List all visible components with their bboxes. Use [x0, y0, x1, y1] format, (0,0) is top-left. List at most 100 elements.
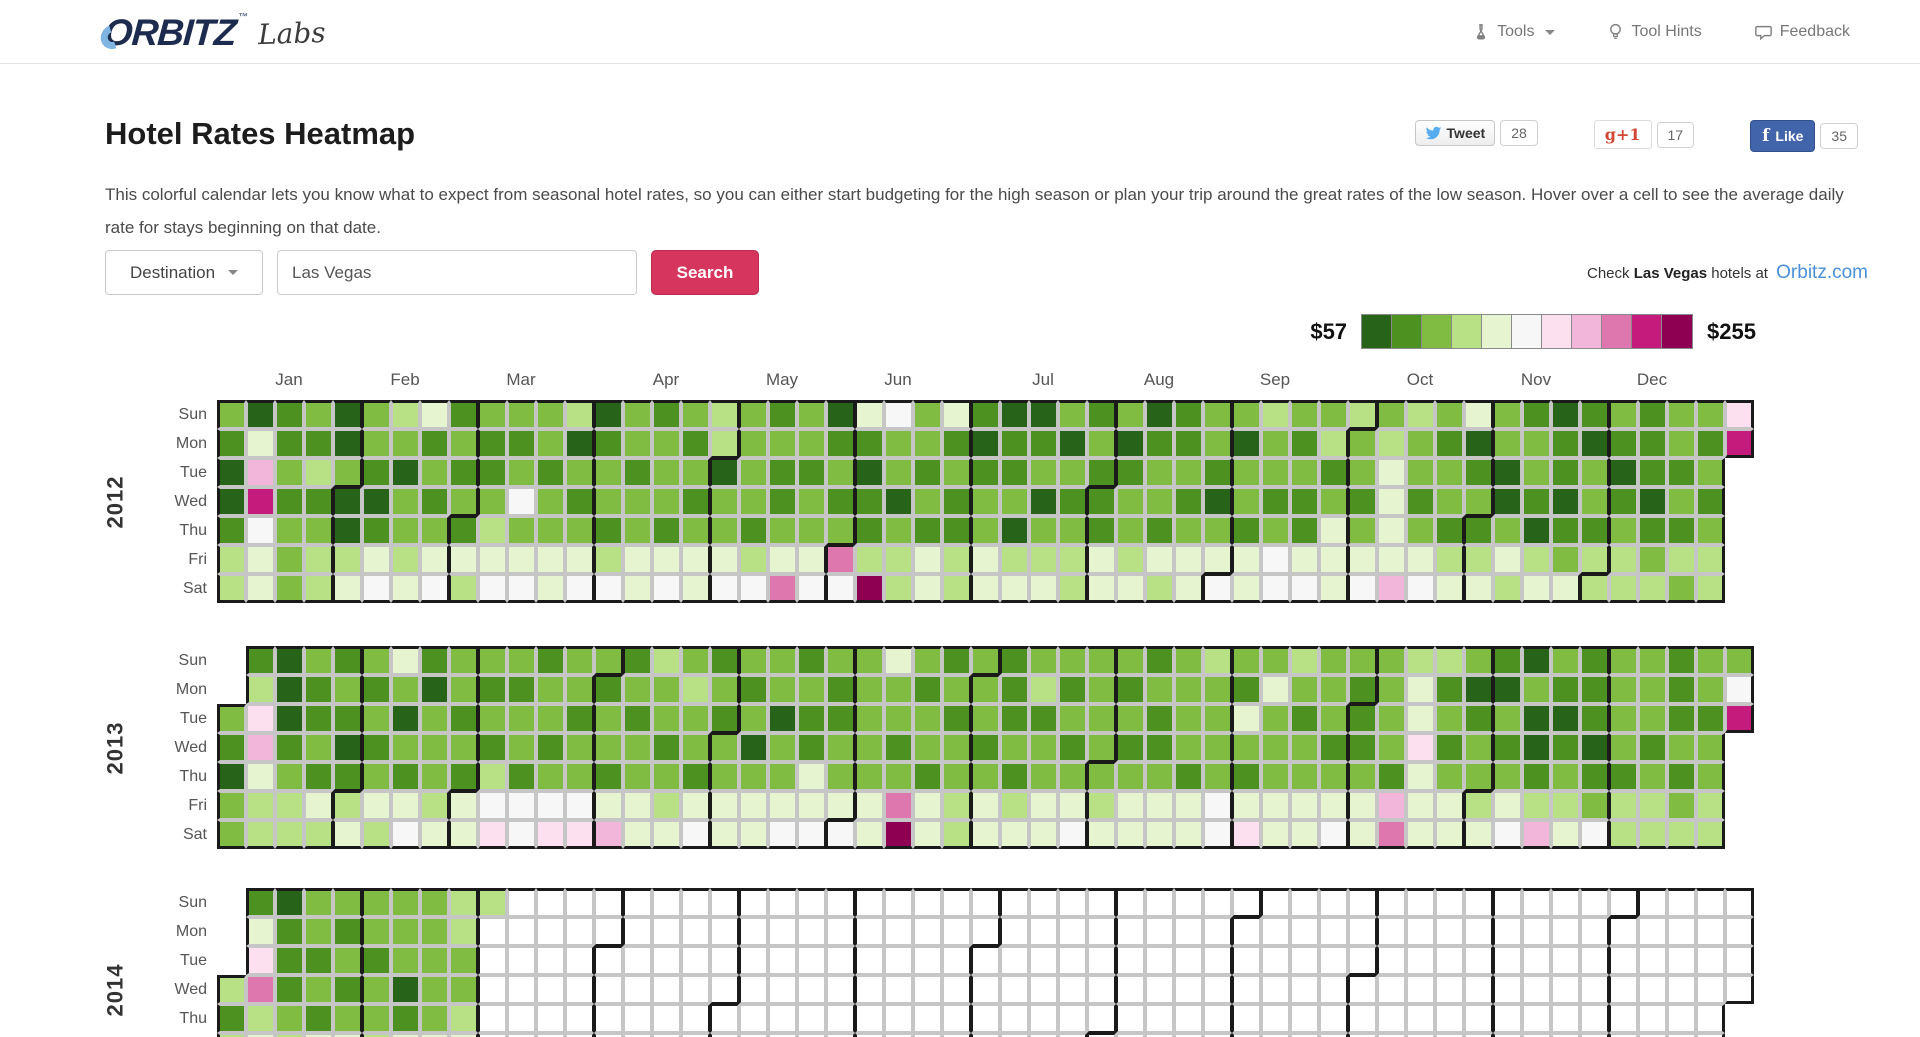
- heatmap-cell[interactable]: [1435, 733, 1464, 762]
- heatmap-cell[interactable]: [1319, 545, 1348, 574]
- heatmap-cell[interactable]: [681, 820, 710, 849]
- heatmap-cell[interactable]: [275, 704, 304, 733]
- heatmap-cell[interactable]: [1087, 704, 1116, 733]
- heatmap-cell[interactable]: [1029, 545, 1058, 574]
- heatmap-cell[interactable]: [1174, 791, 1203, 820]
- heatmap-cell[interactable]: [1203, 791, 1232, 820]
- heatmap-cell[interactable]: [884, 791, 913, 820]
- heatmap-cell[interactable]: [1464, 704, 1493, 733]
- heatmap-cell[interactable]: [391, 1033, 420, 1037]
- heatmap-cell[interactable]: [1145, 733, 1174, 762]
- heatmap-cell[interactable]: [217, 762, 246, 791]
- heatmap-cell[interactable]: [1261, 487, 1290, 516]
- heatmap-cell[interactable]: [1203, 1033, 1232, 1037]
- heatmap-cell[interactable]: [333, 975, 362, 1004]
- heatmap-cell[interactable]: [1319, 646, 1348, 675]
- heatmap-cell[interactable]: [1580, 458, 1609, 487]
- heatmap-cell[interactable]: [536, 975, 565, 1004]
- heatmap-cell[interactable]: [1116, 791, 1145, 820]
- heatmap-cell[interactable]: [1319, 791, 1348, 820]
- heatmap-cell[interactable]: [1377, 733, 1406, 762]
- heatmap-cell[interactable]: [594, 704, 623, 733]
- heatmap-cell[interactable]: [507, 429, 536, 458]
- heatmap-cell[interactable]: [1406, 574, 1435, 603]
- heatmap-cell[interactable]: [333, 1033, 362, 1037]
- heatmap-cell[interactable]: [362, 917, 391, 946]
- heatmap-cell[interactable]: [855, 917, 884, 946]
- heatmap-cell[interactable]: [1116, 820, 1145, 849]
- heatmap-cell[interactable]: [1058, 646, 1087, 675]
- heatmap-cell[interactable]: [1696, 487, 1725, 516]
- heatmap-cell[interactable]: [1522, 400, 1551, 429]
- heatmap-cell[interactable]: [1464, 516, 1493, 545]
- heatmap-cell[interactable]: [971, 917, 1000, 946]
- heatmap-cell[interactable]: [478, 400, 507, 429]
- heatmap-cell[interactable]: [1580, 946, 1609, 975]
- heatmap-cell[interactable]: [681, 704, 710, 733]
- heatmap-cell[interactable]: [971, 429, 1000, 458]
- heatmap-cell[interactable]: [1174, 820, 1203, 849]
- heatmap-cell[interactable]: [1058, 1033, 1087, 1037]
- heatmap-cell[interactable]: [971, 820, 1000, 849]
- heatmap-cell[interactable]: [275, 400, 304, 429]
- heatmap-cell[interactable]: [1116, 1033, 1145, 1037]
- heatmap-cell[interactable]: [855, 574, 884, 603]
- heatmap-cell[interactable]: [594, 888, 623, 917]
- heatmap-cell[interactable]: [797, 487, 826, 516]
- heatmap-cell[interactable]: [536, 487, 565, 516]
- heatmap-cell[interactable]: [1522, 762, 1551, 791]
- heatmap-cell[interactable]: [1435, 1004, 1464, 1033]
- heatmap-cell[interactable]: [275, 1033, 304, 1037]
- heatmap-cell[interactable]: [362, 400, 391, 429]
- heatmap-cell[interactable]: [1551, 675, 1580, 704]
- heatmap-cell[interactable]: [652, 458, 681, 487]
- heatmap-cell[interactable]: [623, 458, 652, 487]
- heatmap-cell[interactable]: [942, 762, 971, 791]
- heatmap-cell[interactable]: [623, 1033, 652, 1037]
- heatmap-cell[interactable]: [1087, 516, 1116, 545]
- heatmap-cell[interactable]: [217, 704, 246, 733]
- heatmap-cell[interactable]: [1319, 1004, 1348, 1033]
- heatmap-cell[interactable]: [1290, 820, 1319, 849]
- heatmap-cell[interactable]: [1725, 888, 1754, 917]
- heatmap-cell[interactable]: [1435, 791, 1464, 820]
- heatmap-cell[interactable]: [478, 429, 507, 458]
- heatmap-cell[interactable]: [478, 791, 507, 820]
- heatmap-cell[interactable]: [710, 675, 739, 704]
- heatmap-cell[interactable]: [1174, 1033, 1203, 1037]
- heatmap-cell[interactable]: [1232, 946, 1261, 975]
- heatmap-cell[interactable]: [304, 545, 333, 574]
- heatmap-cell[interactable]: [1464, 762, 1493, 791]
- heatmap-cell[interactable]: [420, 917, 449, 946]
- heatmap-cell[interactable]: [1667, 1033, 1696, 1037]
- heatmap-cell[interactable]: [1000, 545, 1029, 574]
- heatmap-cell[interactable]: [1435, 917, 1464, 946]
- heatmap-cell[interactable]: [1464, 458, 1493, 487]
- heatmap-cell[interactable]: [710, 704, 739, 733]
- heatmap-cell[interactable]: [275, 917, 304, 946]
- heatmap-cell[interactable]: [246, 400, 275, 429]
- heatmap-cell[interactable]: [710, 917, 739, 946]
- heatmap-cell[interactable]: [1000, 646, 1029, 675]
- heatmap-cell[interactable]: [681, 888, 710, 917]
- heatmap-cell[interactable]: [855, 458, 884, 487]
- heatmap-cell[interactable]: [884, 917, 913, 946]
- heatmap-cell[interactable]: [1261, 545, 1290, 574]
- heatmap-cell[interactable]: [1261, 458, 1290, 487]
- heatmap-cell[interactable]: [1261, 917, 1290, 946]
- heatmap-cell[interactable]: [1058, 975, 1087, 1004]
- heatmap-cell[interactable]: [1000, 820, 1029, 849]
- heatmap-cell[interactable]: [826, 1033, 855, 1037]
- heatmap-cell[interactable]: [1000, 762, 1029, 791]
- heatmap-cell[interactable]: [1464, 791, 1493, 820]
- heatmap-cell[interactable]: [1116, 1004, 1145, 1033]
- heatmap-cell[interactable]: [652, 762, 681, 791]
- heatmap-cell[interactable]: [275, 487, 304, 516]
- heatmap-cell[interactable]: [1638, 458, 1667, 487]
- heatmap-cell[interactable]: [1522, 791, 1551, 820]
- heatmap-cell[interactable]: [1232, 1004, 1261, 1033]
- heatmap-cell[interactable]: [1058, 791, 1087, 820]
- heatmap-cell[interactable]: [884, 762, 913, 791]
- heatmap-cell[interactable]: [1232, 675, 1261, 704]
- heatmap-cell[interactable]: [1580, 917, 1609, 946]
